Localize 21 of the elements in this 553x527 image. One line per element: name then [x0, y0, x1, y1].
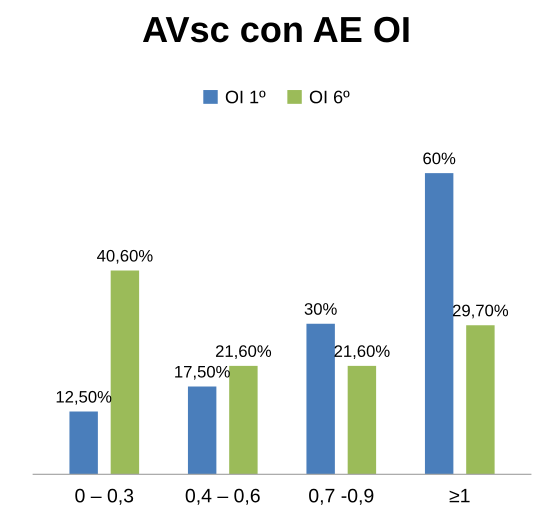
- bar: [69, 412, 98, 474]
- legend-label: OI 6º: [310, 90, 350, 104]
- data-label: 60%: [423, 152, 456, 164]
- bar: [229, 366, 258, 474]
- data-label: 21,60%: [334, 345, 390, 360]
- bar: [348, 366, 376, 474]
- bar: [306, 324, 335, 474]
- bar: [466, 325, 495, 474]
- data-label: 40,60%: [97, 250, 153, 264]
- x-tick-label: 0,4 – 0,6: [186, 488, 260, 505]
- data-label: 21,60%: [216, 345, 272, 360]
- bar: [188, 386, 216, 474]
- chart-title: AVsc con AE OI: [142, 16, 409, 42]
- x-tick-label: ≥1: [450, 488, 470, 502]
- bar: [424, 173, 454, 474]
- legend-label: OI 1º: [226, 90, 266, 104]
- data-label: 29,70%: [452, 304, 508, 318]
- bar: [110, 270, 140, 474]
- data-label: 30%: [304, 303, 337, 315]
- x-tick-label: 0 – 0,3: [75, 488, 134, 505]
- x-tick-label: 0,7 -0,9: [309, 488, 374, 505]
